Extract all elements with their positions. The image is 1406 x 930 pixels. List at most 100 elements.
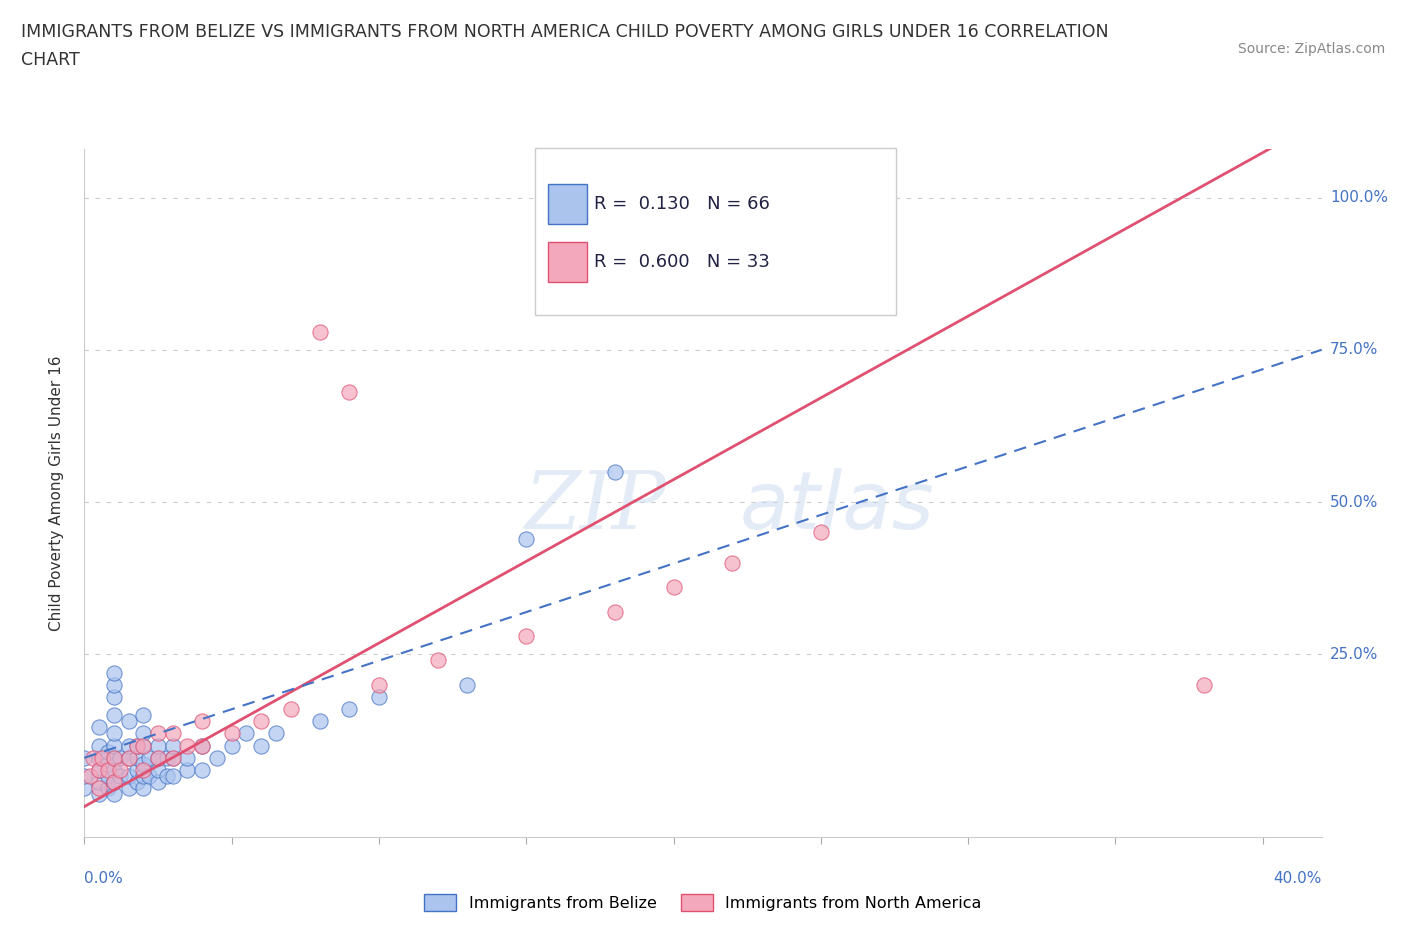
Point [368,689,391,704]
Point [103,689,125,704]
Point [103,763,125,777]
Point [132,769,155,784]
Point [127,738,149,753]
Point [127,763,149,777]
Point [176,751,198,765]
Point [1192,677,1215,692]
Point [221,738,243,753]
Text: R =  0.600   N = 33: R = 0.600 N = 33 [595,253,770,272]
Point [132,763,155,777]
Point [162,751,184,765]
Point [132,726,155,741]
Point [250,738,273,753]
Point [103,751,125,765]
Point [146,751,169,765]
Point [87,720,110,735]
Point [79,769,101,784]
Point [146,726,169,741]
Point [721,555,744,570]
Point [309,324,332,339]
Point [127,738,149,753]
Point [87,751,110,765]
Point [108,751,131,765]
Text: 0.0%: 0.0% [84,871,124,886]
Point [221,726,243,741]
Point [368,677,391,692]
Point [156,769,179,784]
Point [662,580,685,595]
Point [82,751,104,765]
Text: CHART: CHART [21,51,80,69]
Point [103,708,125,723]
Point [87,763,110,777]
Point [156,751,179,765]
Point [87,787,110,802]
Point [97,756,120,771]
Point [117,751,139,765]
Point [250,714,273,729]
Point [235,726,257,741]
Point [87,738,110,753]
Text: 100.0%: 100.0% [1330,190,1388,205]
Point [339,701,361,716]
Point [108,769,131,784]
Point [162,769,184,784]
Point [132,738,155,753]
Point [117,738,139,753]
Text: IMMIGRANTS FROM BELIZE VS IMMIGRANTS FROM NORTH AMERICA CHILD POVERTY AMONG GIRL: IMMIGRANTS FROM BELIZE VS IMMIGRANTS FRO… [21,23,1109,41]
Point [91,751,114,765]
Point [456,677,478,692]
Point [117,781,139,796]
Point [515,629,537,644]
Text: 50.0%: 50.0% [1330,495,1378,510]
Point [103,787,125,802]
Point [97,781,120,796]
Y-axis label: Child Poverty Among Girls Under 16: Child Poverty Among Girls Under 16 [49,355,63,631]
Point [162,726,184,741]
Point [191,738,214,753]
Point [73,751,96,765]
Point [103,726,125,741]
Point [97,744,120,759]
Point [191,738,214,753]
Point [810,525,832,540]
Point [97,769,120,784]
Point [117,714,139,729]
Point [132,781,155,796]
Point [138,751,160,765]
Point [280,701,302,716]
Point [103,751,125,765]
Point [162,738,184,753]
Point [264,726,287,741]
Point [108,763,131,777]
Point [205,751,228,765]
Point [132,756,155,771]
Point [127,775,149,790]
Legend: Immigrants from Belize, Immigrants from North America: Immigrants from Belize, Immigrants from … [418,888,988,917]
Point [426,653,449,668]
Point [176,763,198,777]
Point [103,775,125,790]
Point [603,464,626,479]
Text: R =  0.130   N = 66: R = 0.130 N = 66 [595,195,770,213]
Text: 40.0%: 40.0% [1274,871,1322,886]
Point [117,769,139,784]
Text: ZIP: ZIP [524,468,666,545]
Point [103,665,125,680]
Point [117,751,139,765]
Point [176,738,198,753]
Point [73,781,96,796]
Point [103,775,125,790]
Point [132,708,155,723]
Point [73,769,96,784]
Point [97,763,120,777]
Point [515,531,537,546]
Point [191,714,214,729]
Point [103,738,125,753]
Text: Source: ZipAtlas.com: Source: ZipAtlas.com [1237,42,1385,56]
Point [146,763,169,777]
Point [127,751,149,765]
Point [138,769,160,784]
Point [309,714,332,729]
Point [146,751,169,765]
